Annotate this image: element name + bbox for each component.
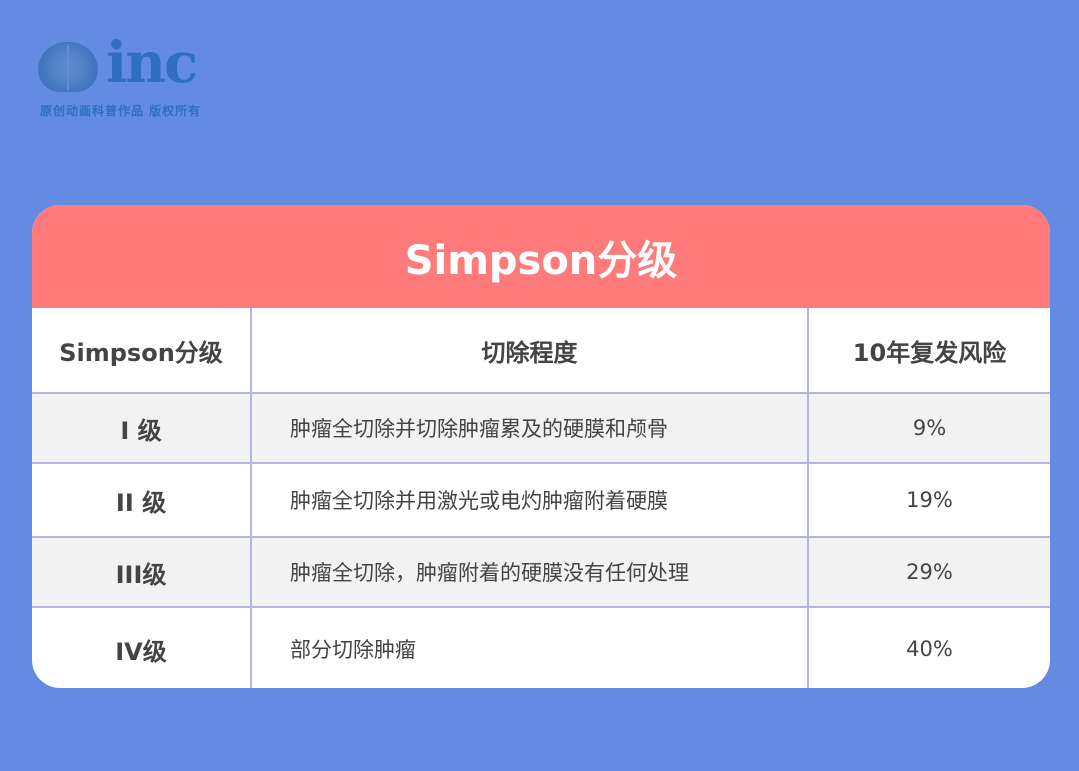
logo-wordmark: inc [106,30,198,96]
logo-subtitle: 原创动画科普作品 版权所有 [40,104,202,118]
simpson-table: Simpson分级 切除程度 10年复发风险 I 级 肿瘤全切除并切除肿瘤累及的… [32,308,1050,688]
header-grade: Simpson分级 [32,308,252,394]
table-row: III级 肿瘤全切除，肿瘤附着的硬膜没有任何处理 29% [32,536,1050,608]
extent-cell: 肿瘤全切除，肿瘤附着的硬膜没有任何处理 [250,536,809,608]
header-row: Simpson分级 切除程度 10年复发风险 [32,308,1050,394]
grade-cell: IV级 [32,606,252,688]
table-row: II 级 肿瘤全切除并用激光或电灼肿瘤附着硬膜 19% [32,462,1050,538]
risk-cell: 9% [807,392,1050,464]
grade-cell: I 级 [32,392,252,464]
header-extent: 切除程度 [250,308,809,394]
logo: inc 原创动画科普作品 版权所有 [38,30,218,118]
brain-icon [38,42,98,92]
extent-cell: 肿瘤全切除并用激光或电灼肿瘤附着硬膜 [250,462,809,538]
header-risk: 10年复发风险 [807,308,1050,394]
extent-cell: 部分切除肿瘤 [250,606,809,688]
risk-cell: 19% [807,462,1050,538]
extent-cell: 肿瘤全切除并切除肿瘤累及的硬膜和颅骨 [250,392,809,464]
risk-cell: 40% [807,606,1050,688]
grade-cell: II 级 [32,462,252,538]
grade-cell: III级 [32,536,252,608]
table-row: I 级 肿瘤全切除并切除肿瘤累及的硬膜和颅骨 9% [32,392,1050,464]
simpson-card: Simpson分级 Simpson分级 切除程度 10年复发风险 I 级 肿瘤全… [32,205,1050,688]
card-title: Simpson分级 [32,205,1050,308]
risk-cell: 29% [807,536,1050,608]
table-row: IV级 部分切除肿瘤 40% [32,606,1050,688]
